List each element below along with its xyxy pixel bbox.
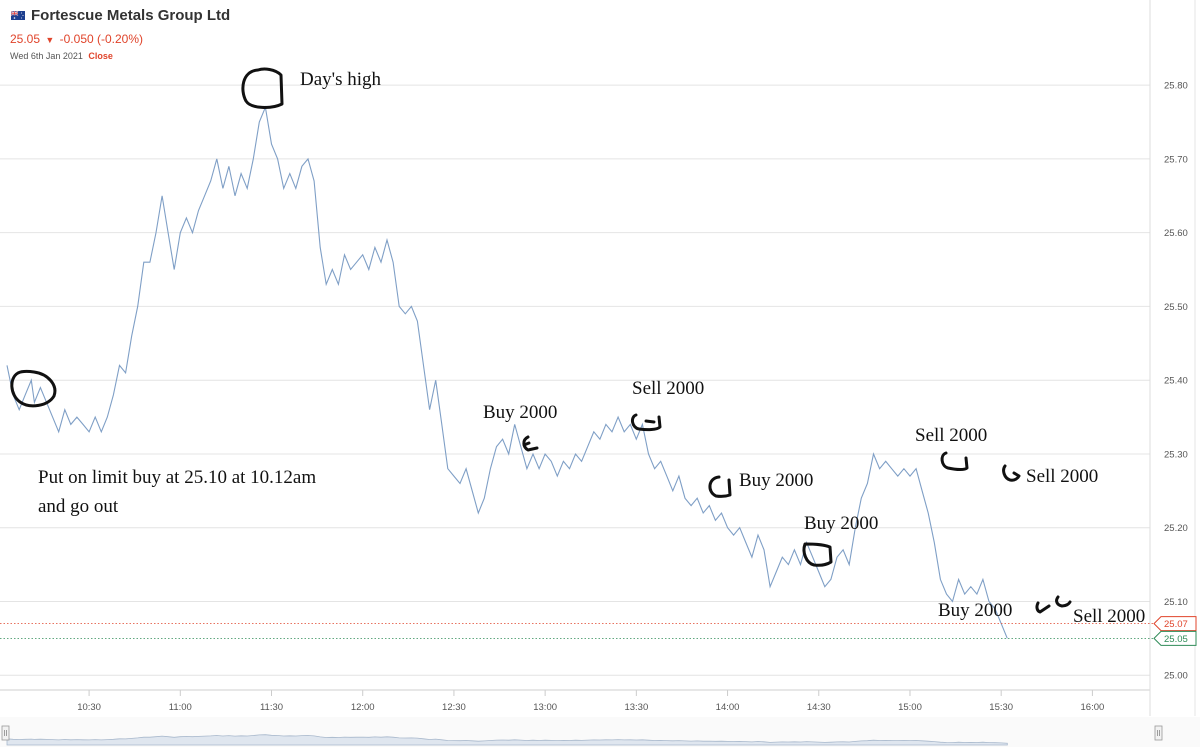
handwritten-circle (1002, 464, 1021, 482)
price-quote: 25.05 ▼ -0.050 (-0.20%) (10, 32, 143, 46)
trade-date: Wed 6th Jan 2021 (10, 51, 83, 61)
handwritten-circle (10, 369, 57, 408)
y-tick-label: 25.40 (1164, 376, 1188, 387)
x-tick-label: 13:00 (533, 702, 557, 713)
x-tick-label: 11:30 (260, 702, 283, 713)
y-tick-label: 25.20 (1164, 523, 1188, 534)
annotation-text: Buy 2000 (483, 402, 557, 423)
x-tick-label: 14:00 (716, 702, 740, 713)
date-line: Wed 6th Jan 2021 Close (10, 51, 113, 61)
chart-header: Fortescue Metals Group Ltd 25.05 ▼ -0.05… (0, 0, 400, 70)
stock-title: Fortescue Metals Group Ltd (31, 7, 231, 24)
x-tick-label: 14:30 (807, 702, 831, 713)
price-badge-label: 25.07 (1164, 619, 1188, 630)
y-tick-label: 25.70 (1164, 154, 1188, 165)
australia-flag-icon (11, 11, 25, 20)
chart-grid (0, 84, 1150, 676)
handwritten-marks (10, 67, 1072, 614)
annotation-text: Sell 2000 (1073, 606, 1145, 627)
y-tick-label: 25.00 (1164, 671, 1188, 682)
x-tick-label: 15:30 (989, 702, 1013, 713)
y-tick-label: 25.80 (1164, 81, 1188, 92)
down-arrow-icon: ▼ (45, 35, 55, 45)
price-line (6, 105, 1008, 639)
annotation-text: Sell 2000 (915, 425, 987, 446)
scroll-handle-icon (1157, 730, 1160, 736)
y-tick-label: 25.30 (1164, 449, 1188, 460)
x-tick-label: 12:30 (442, 702, 466, 713)
market-status: Close (88, 51, 113, 61)
handwritten-circle (802, 542, 833, 567)
price-badge-label: 25.05 (1164, 634, 1188, 645)
navigator-right-handle[interactable] (1154, 725, 1163, 741)
x-tick-label: 15:00 (898, 702, 922, 713)
handwritten-circle (1035, 595, 1072, 614)
handwritten-circle (940, 451, 969, 471)
handwritten-circle (708, 475, 732, 498)
handwritten-circle (630, 413, 662, 432)
x-tick-label: 13:30 (624, 702, 648, 713)
last-price-badges: 25.07 25.05 (0, 616, 1197, 646)
annotation-text: Sell 2000 (1026, 466, 1098, 487)
annotation-text: Sell 2000 (632, 378, 704, 399)
x-tick-label: 10:30 (77, 702, 101, 713)
annotation-text: Buy 2000 (739, 470, 813, 491)
price-change: -0.050 (-0.20%) (59, 32, 144, 46)
annotation-text: Day's high (300, 69, 382, 90)
price-badge (1153, 616, 1197, 632)
handwritten-circle (241, 67, 284, 109)
x-tick-label: 11:00 (169, 702, 192, 713)
navigator-left-handle[interactable] (1, 725, 10, 741)
y-tick-label: 25.50 (1164, 302, 1188, 313)
x-axis: 10:30 11:00 11:30 12:00 12:30 13:00 13:30 14:00… (0, 689, 1150, 713)
y-axis: 25.00 25.10 25.20 25.30 25.40 25.50 25.60 25.70… (1149, 0, 1196, 716)
annotation-text: Put on limit buy at 25.10 at 10.12am (38, 467, 316, 488)
navigator[interactable] (0, 717, 1200, 747)
navigator-area (6, 734, 1008, 746)
annotation-text: and go out (38, 496, 119, 517)
handwritten-circle (522, 435, 539, 452)
scroll-handle-icon (4, 730, 7, 736)
x-tick-label: 16:00 (1081, 702, 1105, 713)
y-tick-label: 25.60 (1164, 228, 1188, 239)
y-tick-label: 25.10 (1164, 597, 1188, 608)
annotations: Day's high Put on limit buy at 25.10 at 1… (38, 69, 1145, 627)
price-badge (1153, 630, 1197, 646)
annotation-text: Buy 2000 (938, 600, 1012, 621)
last-price: 25.05 (10, 32, 41, 46)
annotation-text: Buy 2000 (804, 513, 878, 534)
x-tick-label: 12:00 (351, 702, 375, 713)
